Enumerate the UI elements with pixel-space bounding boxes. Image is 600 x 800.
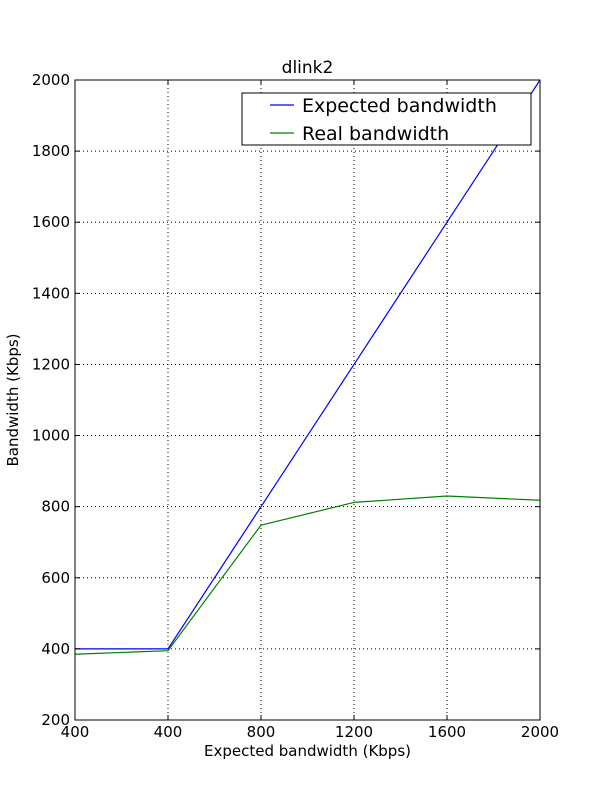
y-tick-label: 800 [41, 498, 70, 516]
chart-title: dlink2 [282, 58, 334, 78]
legend: Expected bandwidth Real bandwidth [241, 92, 532, 146]
x-axis-label: Expected bandwidth (Kbps) [204, 742, 411, 760]
x-tick-label: 1200 [335, 723, 373, 741]
legend-label-real: Real bandwidth [302, 123, 449, 145]
plot-frame [74, 79, 541, 721]
series-line-1 [74, 495, 541, 655]
x-tick-label: 800 [247, 723, 276, 741]
y-tick-label: 400 [41, 640, 70, 658]
legend-box [241, 92, 532, 146]
y-tick-label: 1600 [32, 213, 70, 231]
x-tick-label: 400 [61, 723, 90, 741]
x-tick-label: 2000 [521, 723, 559, 741]
series-layer [74, 79, 541, 655]
y-tick-label: 1400 [32, 284, 70, 302]
series-line-0 [75, 79, 541, 650]
y-tick-label: 1200 [32, 355, 70, 373]
y-axis-label: Bandwidth (Kbps) [4, 333, 22, 466]
legend-label-expected: Expected bandwidth [302, 95, 497, 117]
y-tick-label: 1000 [32, 427, 70, 445]
x-tick-label: 400 [154, 723, 183, 741]
y-tick-label: 1800 [32, 142, 70, 160]
x-tick-label: 1600 [428, 723, 466, 741]
y-tick-label: 200 [41, 711, 70, 729]
y-tick-label: 2000 [32, 71, 70, 89]
axis-ticks: 400 400 800 1200 1600 20002004006008001000120… [32, 71, 559, 741]
y-tick-label: 600 [41, 569, 70, 587]
